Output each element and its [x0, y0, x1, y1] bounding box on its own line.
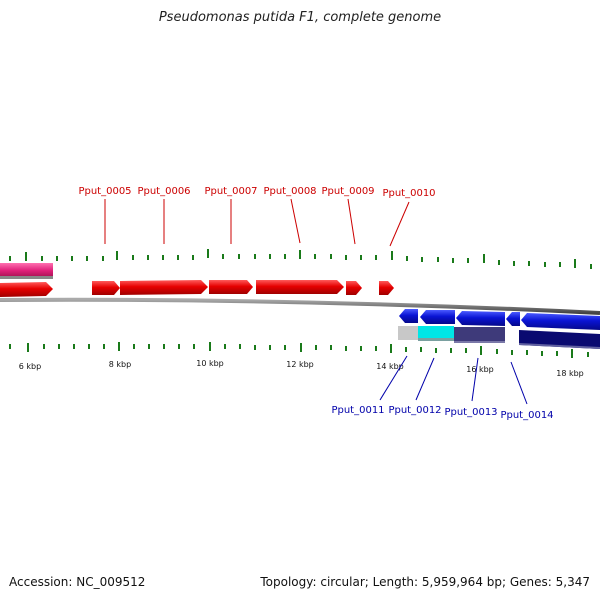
- feature-slate[interactable]: [454, 327, 505, 343]
- gene-arrow-reverse[interactable]: [399, 309, 418, 323]
- scale-label: 14 kbp: [376, 362, 404, 371]
- genome-title: Pseudomonas putida F1, complete genome: [158, 10, 442, 25]
- scale-label: 16 kbp: [466, 365, 494, 374]
- bottom-gene-labels: Pput_0011 Pput_0012 Pput_0013 Pput_0014: [331, 405, 553, 421]
- gene-label[interactable]: Pput_0012: [388, 405, 441, 416]
- feature-blocks: [398, 326, 600, 349]
- gene-arrow-forward[interactable]: [256, 280, 344, 294]
- gene-arrow-reverse[interactable]: [456, 311, 505, 326]
- gene-arrow-forward[interactable]: [379, 281, 394, 295]
- gene-label[interactable]: Pput_0007: [204, 186, 257, 197]
- gene-arrow-reverse[interactable]: [506, 312, 520, 326]
- feature-cyan[interactable]: [418, 326, 454, 341]
- gene-label[interactable]: Pput_0013: [444, 407, 497, 418]
- gene-arrow-forward[interactable]: [346, 281, 362, 295]
- feature-gray[interactable]: [398, 326, 418, 340]
- gene-label[interactable]: Pput_0010: [382, 188, 435, 199]
- gene-label[interactable]: Pput_0014: [500, 410, 553, 421]
- scale-label: 12 kbp: [286, 360, 314, 369]
- top-gene-labels: Pput_0005 Pput_0006 Pput_0007 Pput_0008 …: [78, 186, 435, 199]
- lower-tick-row: [9, 342, 589, 358]
- gene-arrow-forward[interactable]: [209, 280, 253, 294]
- gene-label[interactable]: Pput_0009: [321, 186, 374, 197]
- gene-arrow-forward[interactable]: [92, 281, 120, 295]
- accession-text: Accession: NC_009512: [9, 575, 146, 589]
- gene-label[interactable]: Pput_0006: [137, 186, 190, 197]
- scale-labels: 6 kbp 8 kbp 10 kbp 12 kbp 14 kbp 16 kbp …: [19, 359, 584, 378]
- gene-label[interactable]: Pput_0008: [263, 186, 316, 197]
- gene-arrow-reverse[interactable]: [521, 313, 600, 330]
- top-label-leaders: [104, 198, 410, 247]
- scale-label: 18 kbp: [556, 369, 584, 378]
- pink-feature[interactable]: [0, 263, 53, 279]
- gene-arrow-forward[interactable]: [0, 282, 53, 297]
- genome-backbone: [0, 297, 600, 315]
- gene-label[interactable]: Pput_0011: [331, 405, 384, 416]
- scale-label: 8 kbp: [109, 360, 131, 369]
- scale-label: 10 kbp: [196, 359, 224, 368]
- upper-tick-row: [9, 249, 592, 269]
- forward-strand-genes: [0, 280, 394, 297]
- gene-arrow-forward[interactable]: [120, 280, 208, 295]
- gene-arrow-reverse[interactable]: [420, 310, 455, 324]
- bottom-label-leaders: [379, 355, 528, 405]
- genome-summary-text: Topology: circular; Length: 5,959,964 bp…: [260, 575, 590, 589]
- reverse-strand-genes: [399, 309, 600, 330]
- scale-label: 6 kbp: [19, 362, 41, 371]
- gene-label[interactable]: Pput_0005: [78, 186, 131, 197]
